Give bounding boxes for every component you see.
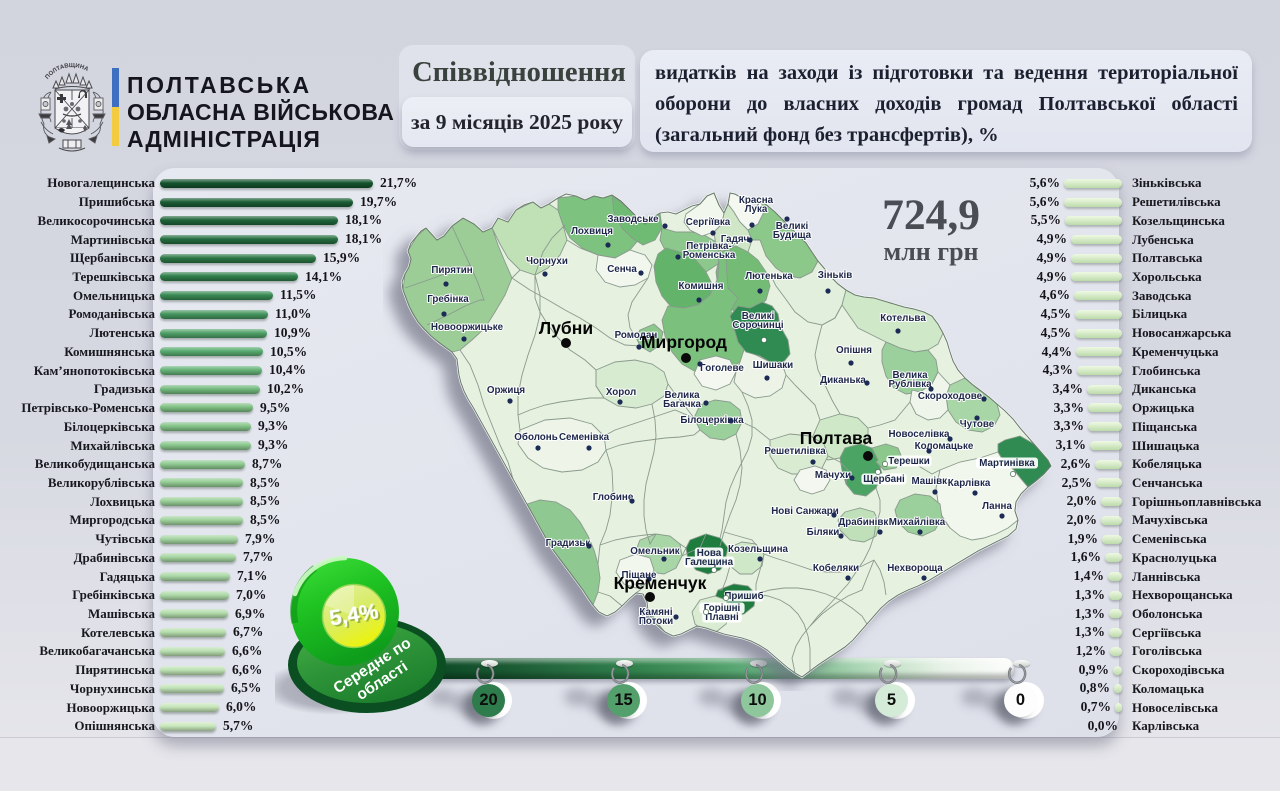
svg-text:Диканька: Диканька [820,375,866,386]
svg-text:Рублівка: Рублівка [888,379,932,390]
svg-text:Мартинівка: Мартинівка [979,458,1035,469]
svg-text:Щербані: Щербані [863,474,905,485]
svg-text:Нова: Нова [697,548,722,559]
svg-text:Шишаки: Шишаки [753,360,793,371]
svg-text:Миргород: Миргород [641,332,727,352]
svg-text:Камяні: Камяні [639,607,672,618]
svg-text:Машівка: Машівка [912,476,954,487]
svg-text:Гадяч: Гадяч [721,234,750,245]
svg-text:Зіньків: Зіньків [818,270,852,281]
svg-text:Комишня: Комишня [679,281,724,292]
svg-text:Будища: Будища [773,230,812,241]
svg-text:Багачка: Багачка [663,399,701,410]
svg-text:Чорнухи: Чорнухи [526,256,568,267]
svg-text:Потоки: Потоки [639,616,673,627]
svg-text:Лубни: Лубни [539,318,593,338]
svg-text:Опішня: Опішня [836,345,872,356]
svg-text:Заводське: Заводське [607,214,659,225]
svg-text:Полтава: Полтава [800,428,873,448]
svg-text:Красна: Красна [739,195,774,206]
svg-text:Сенча: Сенча [607,264,637,275]
svg-text:Кременчук: Кременчук [614,573,707,593]
svg-text:Пирятин: Пирятин [431,265,472,276]
svg-text:Котельва: Котельва [880,313,926,324]
svg-text:Терешки: Терешки [888,456,929,467]
svg-text:Горішні: Горішні [704,603,741,614]
svg-text:Коломацьке: Коломацьке [915,441,974,452]
svg-text:Мачухи: Мачухи [815,470,851,481]
svg-text:Гребінка: Гребінка [427,294,469,305]
svg-text:Нехвороща: Нехвороща [887,563,943,574]
svg-text:Решетилівка: Решетилівка [764,446,826,457]
svg-text:Карлівка: Карлівка [948,478,991,489]
svg-text:Глобине: Глобине [593,492,634,503]
svg-text:Михайлівка: Михайлівка [889,517,946,528]
svg-text:Нові Санжари: Нові Санжари [771,506,839,517]
svg-text:Кобеляки: Кобеляки [813,563,859,574]
svg-text:Білоцерківка: Білоцерківка [680,415,744,426]
svg-text:Велика: Велика [664,390,700,401]
svg-text:Градизьк: Градизьк [546,538,591,549]
svg-text:Плавні: Плавні [705,612,739,623]
svg-text:Семенівка: Семенівка [559,432,610,443]
svg-text:Лютенька: Лютенька [745,271,793,282]
svg-text:Біляки: Біляки [807,527,840,538]
svg-text:Оболонь: Оболонь [514,432,557,443]
svg-text:Чутове: Чутове [960,419,995,430]
svg-text:Хорол: Хорол [606,387,636,398]
svg-text:Сергіївка: Сергіївка [686,217,731,228]
svg-text:Велика: Велика [892,370,928,381]
svg-text:Петрівка-: Петрівка- [686,241,732,252]
svg-text:Лохвиця: Лохвиця [571,226,613,237]
svg-text:Гоголеве: Гоголеве [700,363,744,374]
svg-text:Драбинівка: Драбинівка [838,517,894,528]
svg-text:Сорочинці: Сорочинці [732,320,783,331]
svg-text:Новоселівка: Новоселівка [888,429,950,440]
svg-text:Великі: Великі [776,221,809,232]
svg-text:Ланна: Ланна [982,501,1012,512]
svg-text:Скороходове: Скороходове [918,391,983,402]
svg-text:Омельник: Омельник [630,546,680,557]
svg-text:Новооржицьке: Новооржицьке [431,322,504,333]
svg-text:Козельщина: Козельщина [728,544,788,555]
svg-text:Лука: Лука [745,204,768,215]
svg-text:Великі: Великі [742,311,775,322]
svg-text:Оржиця: Оржиця [487,385,525,396]
svg-text:Роменська: Роменська [683,250,736,261]
svg-text:Ромодан: Ромодан [615,330,658,341]
svg-text:Пришиб: Пришиб [724,591,763,602]
svg-text:Галещина: Галещина [685,557,734,568]
